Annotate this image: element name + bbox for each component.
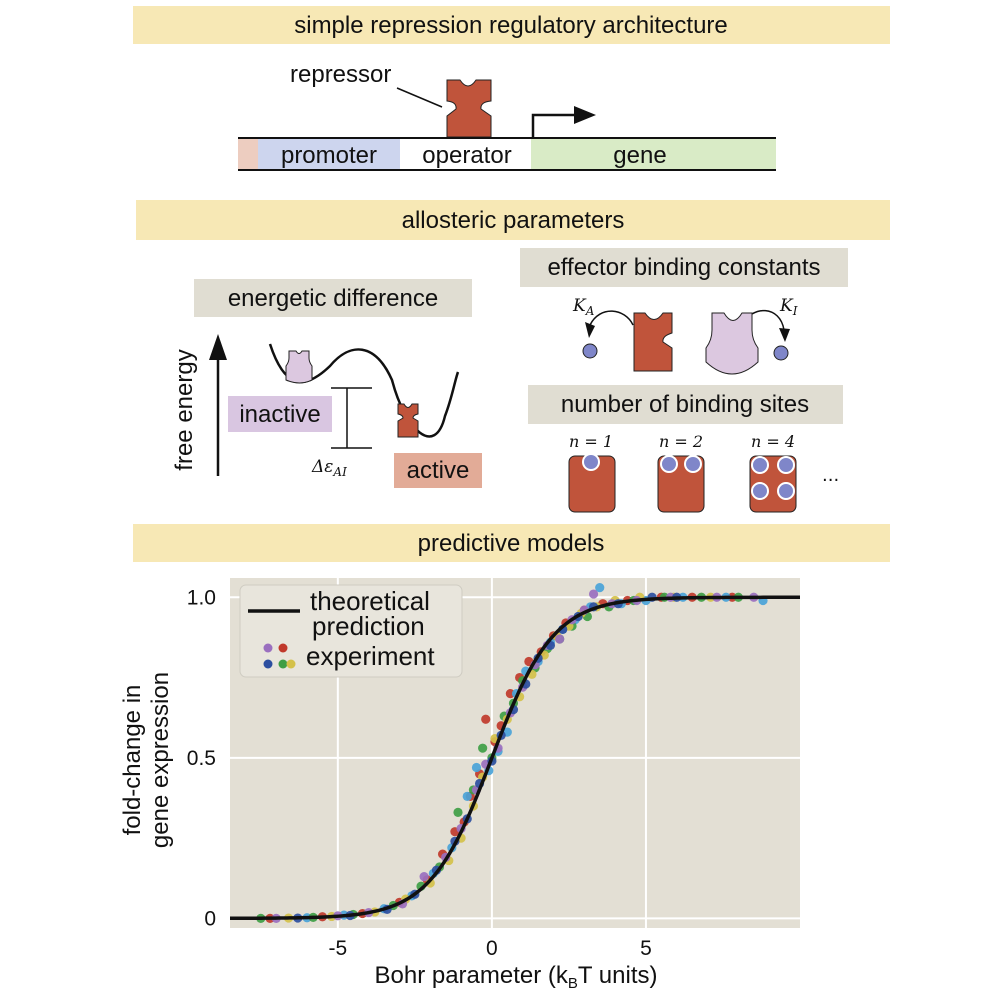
x-tick-label: 0 [486, 937, 498, 960]
n-label-4: n = 4 [751, 432, 795, 451]
active-repressor-icon [397, 403, 419, 438]
energetic-title-box [194, 279, 472, 317]
repressor-pointer [396, 87, 443, 108]
binding-sites-panel: number of binding sites n = 1 n = 2 n = … [528, 385, 843, 513]
section-title-allosteric: allosteric parameters [402, 207, 625, 234]
tick-labels: -5 0 5 0 0.5 1.0 [187, 586, 652, 960]
free-energy-arrowhead [209, 334, 227, 360]
legend-dot [286, 659, 296, 669]
experiment-point [588, 589, 599, 599]
active-label-box [394, 453, 482, 488]
ki-label: KI [779, 296, 798, 318]
effector-molecule-icon [751, 456, 769, 474]
legend-theory-line2: prediction [312, 611, 425, 641]
ka-binding-arrow [589, 310, 634, 326]
gene-label: gene [613, 142, 666, 169]
energetic-difference-panel: energetic difference free energy inactiv… [171, 279, 482, 488]
legend-box [239, 584, 463, 678]
active-repressor-icon [633, 312, 673, 372]
more-sites-ellipsis: ··· [822, 470, 839, 491]
architecture-diagram: repressor promoter operator gene [238, 61, 776, 171]
binding-sites-title: number of binding sites [561, 391, 809, 418]
ka-arrowhead [585, 322, 595, 338]
experiment-point [481, 714, 491, 724]
fold-change-chart: -5 0 5 0 0.5 1.0 theoretical prediction exper… [119, 578, 800, 992]
experiment-point [478, 743, 488, 753]
banner-background [133, 524, 890, 562]
effector-molecule-icon [751, 482, 769, 500]
inactive-repressor-icon [285, 350, 313, 384]
energetic-title: energetic difference [228, 285, 438, 312]
x-tick-label: 5 [640, 937, 652, 960]
effector-molecule-icon [777, 456, 795, 474]
operator-label: operator [422, 142, 511, 169]
active-label: active [407, 457, 470, 484]
delta-energy-label: ΔεAI [311, 457, 347, 479]
ki-arrowhead [779, 328, 790, 342]
legend-dot [263, 643, 273, 653]
experiment-point [462, 791, 472, 801]
legend-theory-line1: theoretical [310, 586, 430, 616]
legend-experiment: experiment [306, 641, 435, 671]
effector-molecule-icon [582, 343, 598, 359]
banner-background [133, 6, 890, 44]
legend-dot [278, 659, 288, 669]
x-axis-label: Bohr parameter (kBT units) [374, 962, 657, 992]
free-energy-label: free energy [171, 349, 198, 470]
effector-molecule-icon [777, 482, 795, 500]
banner-background [136, 200, 890, 240]
promoter-label: promoter [281, 142, 377, 169]
inactive-label-box [228, 396, 332, 432]
section-banner-allosteric: allosteric parameters [136, 200, 890, 240]
y-axis-label-line2: gene expression [147, 672, 174, 848]
theory-curve [230, 595, 800, 921]
gene-region [531, 138, 776, 170]
effector-molecule-icon [773, 345, 789, 361]
section-banner-predictive: predictive models [133, 524, 890, 562]
n-label-2: n = 2 [659, 432, 703, 451]
y-tick-label: 1.0 [187, 586, 216, 609]
x-tick-label: -5 [328, 937, 347, 960]
ka-label: KA [572, 296, 595, 318]
effector-molecule-icon [684, 455, 702, 473]
inactive-label: inactive [239, 401, 320, 428]
promoter-region [258, 138, 400, 170]
transcription-start-arrow [531, 113, 578, 138]
effector-title: effector binding constants [547, 254, 820, 281]
effector-title-box [520, 248, 848, 287]
experiment-point [419, 872, 429, 882]
experiment-point [555, 634, 565, 644]
section-title-architecture: simple repression regulatory architectur… [294, 12, 728, 39]
inactive-repressor-icon [705, 312, 759, 375]
experiment-point [471, 762, 482, 773]
experiment-point [595, 583, 605, 593]
gridlines [230, 578, 800, 928]
effector-binding-panel: effector binding constants KA KI [520, 248, 848, 375]
legend-dot [278, 643, 288, 653]
experiment-point [453, 807, 463, 818]
binding-sites-title-box [528, 385, 843, 424]
y-tick-label: 0.5 [187, 747, 216, 770]
section-banner-architecture: simple repression regulatory architectur… [133, 6, 890, 44]
n-label-1: n = 1 [569, 432, 613, 451]
upstream-region [238, 138, 258, 170]
transcription-arrowhead [574, 106, 596, 124]
y-tick-label: 0 [204, 907, 216, 930]
y-axis-label-line1: fold-change in [119, 685, 146, 836]
repressor-shape [446, 79, 492, 138]
effector-molecule-icon [660, 455, 678, 473]
legend: theoretical prediction experiment [239, 584, 463, 678]
repressor-label: repressor [290, 61, 391, 88]
effector-molecule-icon [582, 453, 600, 471]
section-title-predictive: predictive models [418, 530, 605, 557]
legend-dot [263, 659, 273, 669]
